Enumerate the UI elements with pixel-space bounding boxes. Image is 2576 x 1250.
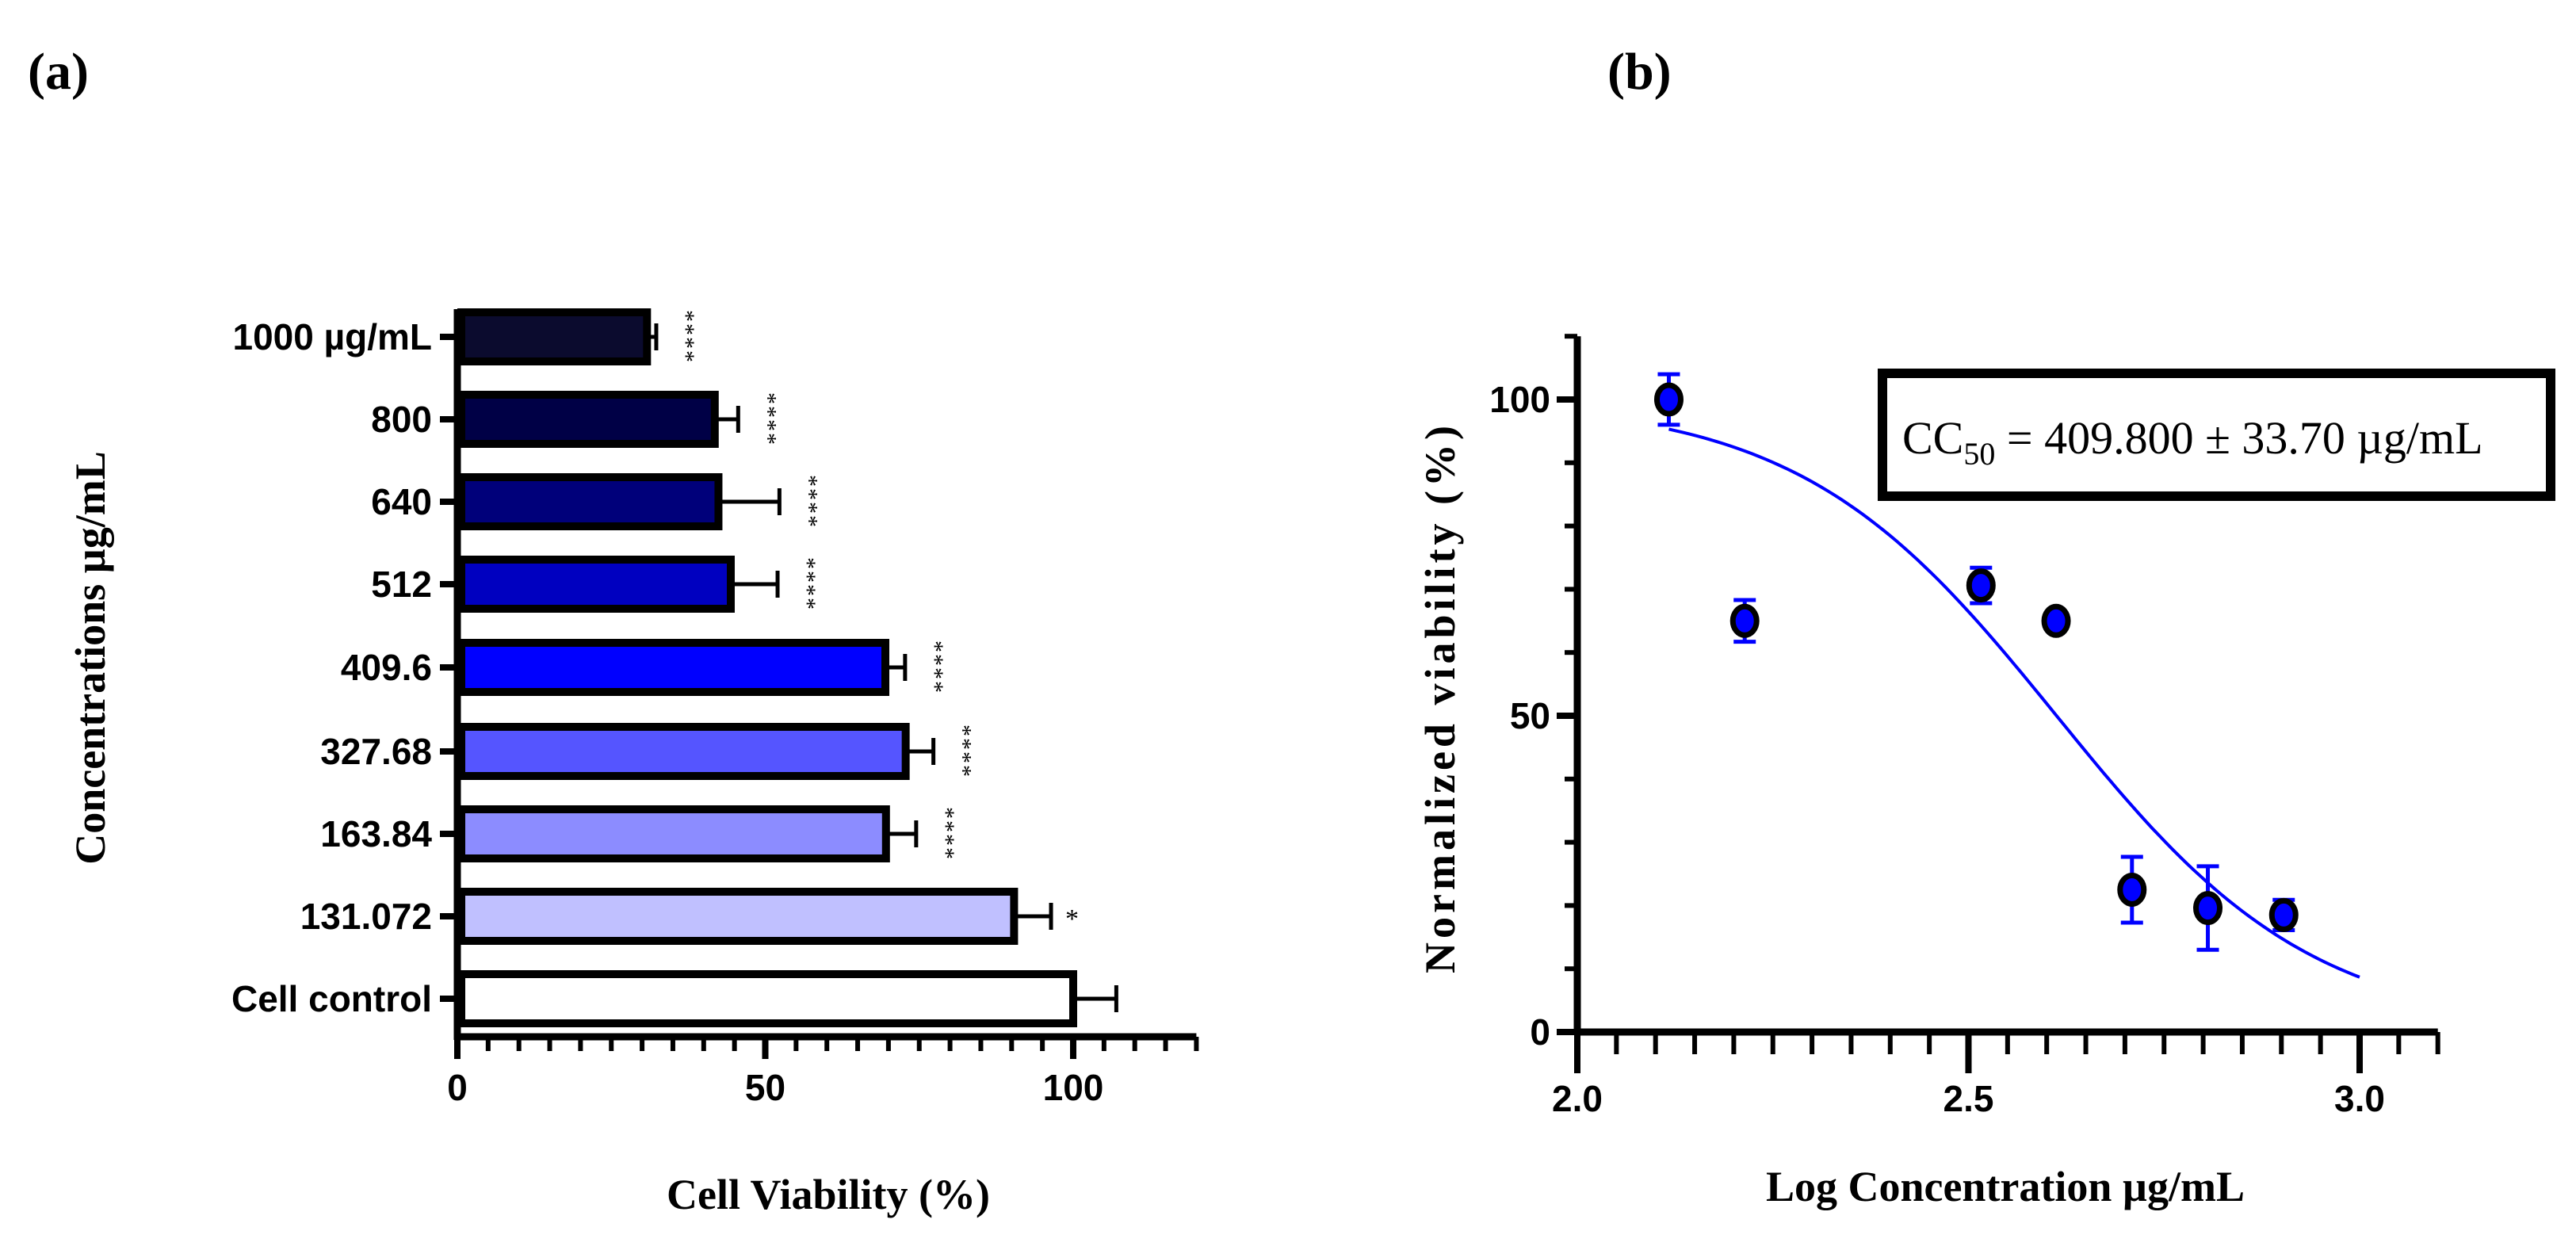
data-point [2193, 891, 2223, 926]
dose-response-panel: Normalized viability (%) Log Concentrati… [1416, 334, 2555, 1210]
bar-chart-panel: Concentrations µg/mL Cell Viability (%) … [67, 308, 1199, 1218]
y-tick-label: 100 [1489, 379, 1550, 420]
significance-marker: **** [796, 475, 822, 529]
cc50-prefix: CC [1902, 412, 1963, 464]
bar [457, 308, 652, 365]
bar [457, 888, 1019, 945]
bar [457, 970, 1077, 1027]
bar [457, 639, 890, 696]
scatter-x-axis-label: Log Concentration µg/mL [1766, 1163, 2245, 1210]
panel-label-b: (b) [1607, 43, 1672, 101]
bar [457, 556, 735, 613]
category-label: Cell control [231, 978, 432, 1019]
data-point [2117, 872, 2147, 907]
cc50-annotation-box [1878, 369, 2555, 501]
bar [457, 473, 723, 530]
cc50-value: = 409.800 ± 33.70 µg/mL [1995, 412, 2482, 464]
panel-label-a: (a) [28, 43, 89, 101]
category-label: 1000 µg/mL [233, 316, 433, 357]
significance-marker: **** [755, 392, 781, 446]
data-point [2268, 897, 2299, 932]
data-point [2041, 603, 2071, 638]
significance-marker: **** [933, 807, 959, 861]
category-label: 640 [371, 481, 432, 522]
bar [457, 805, 890, 862]
y-tick-label: 0 [1530, 1011, 1550, 1053]
x-tick-label: 2.0 [1552, 1078, 1603, 1119]
fit-curve [1668, 427, 2360, 979]
scatter-y-axis-label: Normalized viability (%) [1416, 422, 1464, 973]
y-tick-label: 50 [1510, 695, 1550, 736]
category-label: 131.072 [300, 896, 432, 937]
bar [457, 391, 719, 448]
significance-marker: **** [673, 310, 699, 364]
x-tick-label: 3.0 [2334, 1078, 2385, 1119]
category-label: 800 [371, 399, 432, 440]
bar [457, 723, 910, 780]
cc50-annotation: CC50 = 409.800 ± 33.70 µg/mL [1902, 412, 2483, 472]
data-point [1966, 568, 1996, 603]
category-label: 163.84 [320, 813, 432, 854]
cc50-subscript: 50 [1963, 436, 1995, 472]
bar-chart-y-axis-label: Concentrations µg/mL [67, 451, 114, 865]
category-label: 409.6 [341, 647, 432, 688]
category-label: 512 [371, 564, 432, 605]
data-point [1729, 603, 1760, 638]
significance-marker: **** [794, 557, 820, 611]
significance-marker: * [1065, 904, 1079, 934]
x-tick-label: 50 [745, 1067, 785, 1108]
significance-marker: **** [922, 640, 948, 694]
x-tick-label: 100 [1043, 1067, 1104, 1108]
bar-chart-x-axis-label: Cell Viability (%) [667, 1171, 990, 1218]
data-point [1653, 382, 1684, 417]
significance-marker: **** [950, 724, 977, 778]
category-label: 327.68 [320, 731, 432, 772]
x-tick-label: 0 [447, 1067, 468, 1108]
x-tick-label: 2.5 [1943, 1078, 1994, 1119]
